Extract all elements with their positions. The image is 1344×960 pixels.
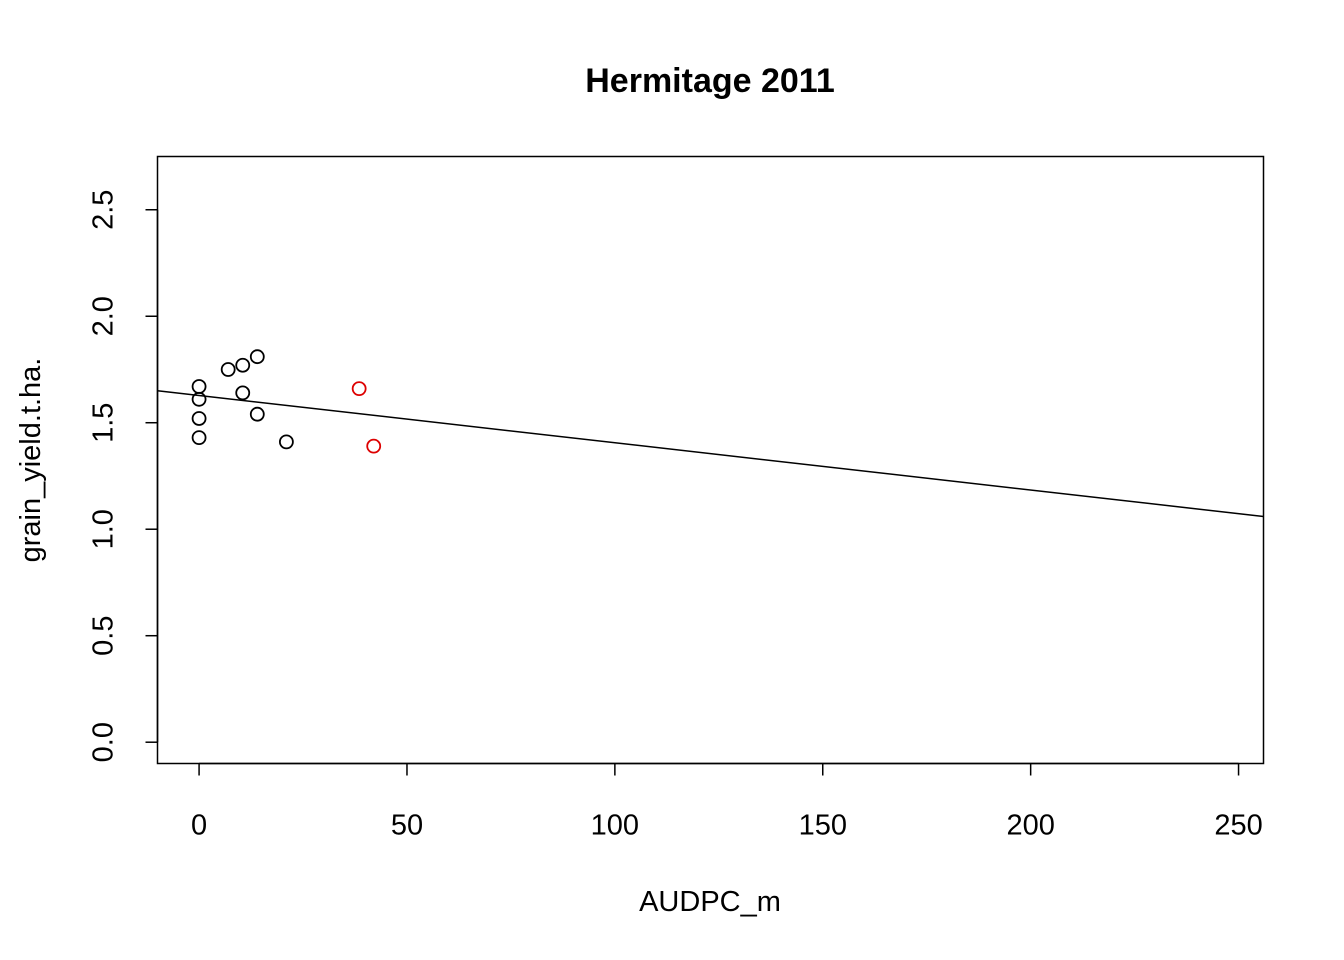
data-point [366,438,382,454]
x-tick-label: 50 [391,810,423,842]
y-axis: 0.0 0.5 1.0 1.5 2.0 2.5 [88,190,159,762]
data-points [191,349,382,454]
regression-line-layer [157,389,1264,518]
y-tick-label: 2.0 [88,296,120,336]
data-point [220,362,236,377]
data-point [235,385,251,401]
data-point [191,379,207,394]
data-point [249,349,265,365]
chart-title: Hermitage 2011 [585,62,835,100]
x-axis-label: AUDPC_m [639,886,781,918]
y-tick-label: 0.0 [88,722,120,762]
x-axis: 0 50 100 150 200 250 [191,762,1263,842]
y-tick-label: 1.5 [88,403,120,443]
x-tick-label: 150 [799,810,847,842]
y-axis-label: grain_yield.t.ha. [15,358,47,563]
data-point [191,430,207,446]
data-point [191,391,207,407]
data-point [191,411,207,426]
x-tick-label: 100 [591,810,639,842]
data-point [249,406,265,422]
x-tick-label: 200 [1006,810,1054,842]
y-tick-label: 1.0 [88,509,120,549]
x-tick-label: 0 [191,810,207,842]
y-tick-label: 2.5 [88,190,120,230]
data-point [351,381,367,397]
regression-line [157,389,1264,518]
plot-frame [156,155,1265,765]
x-tick-label: 250 [1214,810,1262,842]
data-point [278,434,294,450]
data-point [235,357,251,373]
y-tick-label: 0.5 [88,616,120,656]
